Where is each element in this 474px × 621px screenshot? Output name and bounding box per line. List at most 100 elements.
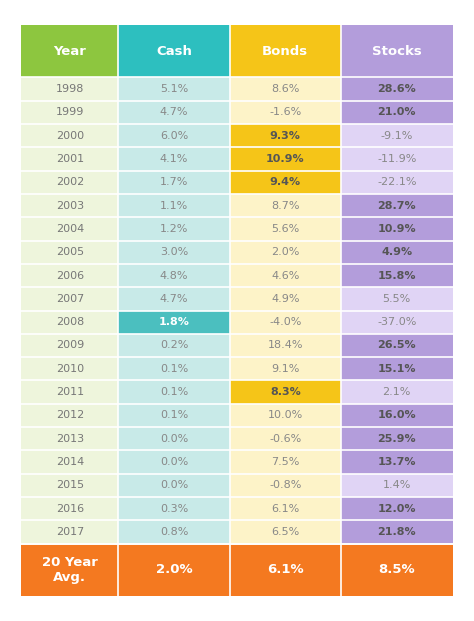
Bar [230,381,341,404]
Bar [230,520,341,543]
Text: 6.1%: 6.1% [267,563,304,576]
Text: 5.1%: 5.1% [160,84,188,94]
Bar [341,543,453,596]
Text: 0.1%: 0.1% [160,364,188,374]
Text: 0.0%: 0.0% [160,433,188,443]
Bar [21,78,118,101]
Text: 4.7%: 4.7% [160,294,188,304]
Text: 10.0%: 10.0% [268,410,303,420]
Bar [341,381,453,404]
Text: 0.0%: 0.0% [160,457,188,467]
Bar [118,147,230,171]
Bar [21,240,118,264]
Bar [230,78,341,101]
Bar [230,171,341,194]
Text: -4.0%: -4.0% [269,317,301,327]
Text: 10.9%: 10.9% [266,154,305,164]
Bar [230,310,341,334]
Bar [341,101,453,124]
Text: 8.5%: 8.5% [379,563,415,576]
Text: 2003: 2003 [56,201,84,211]
Bar [21,357,118,381]
Text: -9.1%: -9.1% [381,130,413,141]
Text: 21.8%: 21.8% [377,527,416,537]
Text: -0.6%: -0.6% [269,433,301,443]
Text: 2016: 2016 [56,504,84,514]
Bar [118,264,230,287]
Text: 2006: 2006 [56,271,84,281]
Bar [118,287,230,310]
Bar [118,497,230,520]
Bar [21,450,118,474]
Bar [230,357,341,381]
Bar [341,334,453,357]
Bar [21,217,118,240]
Text: 2.0%: 2.0% [156,563,192,576]
Bar [118,25,230,78]
Text: 28.6%: 28.6% [377,84,416,94]
Bar [118,310,230,334]
Text: 2007: 2007 [56,294,84,304]
Bar [230,147,341,171]
Text: 4.7%: 4.7% [160,107,188,117]
Text: 4.6%: 4.6% [271,271,300,281]
Bar [341,124,453,147]
Bar [230,287,341,310]
Bar [21,171,118,194]
Text: 2004: 2004 [56,224,84,234]
Bar [341,520,453,543]
Text: -37.0%: -37.0% [377,317,417,327]
Text: 2013: 2013 [56,433,84,443]
Text: 0.1%: 0.1% [160,387,188,397]
Text: 21.0%: 21.0% [378,107,416,117]
Bar [118,357,230,381]
Text: 15.1%: 15.1% [378,364,416,374]
Text: 0.3%: 0.3% [160,504,188,514]
Bar [230,474,341,497]
Bar [21,520,118,543]
Bar [341,427,453,450]
Text: 26.5%: 26.5% [377,340,416,350]
Bar [341,78,453,101]
Text: 16.0%: 16.0% [377,410,416,420]
Text: 2.1%: 2.1% [383,387,411,397]
Text: 2011: 2011 [56,387,84,397]
Bar [118,520,230,543]
Text: 15.8%: 15.8% [378,271,416,281]
Bar [230,264,341,287]
Bar [21,194,118,217]
Text: 2.0%: 2.0% [271,247,300,257]
Bar [118,450,230,474]
Bar [118,217,230,240]
Bar [118,543,230,596]
Bar [21,497,118,520]
Text: 6.5%: 6.5% [271,527,300,537]
Bar [230,194,341,217]
Text: 1998: 1998 [55,84,84,94]
Bar [230,427,341,450]
Bar [118,101,230,124]
Bar [341,404,453,427]
Bar [118,381,230,404]
Bar [341,287,453,310]
Text: 4.8%: 4.8% [160,271,188,281]
Text: 6.0%: 6.0% [160,130,188,141]
Text: 8.3%: 8.3% [270,387,301,397]
Bar [118,194,230,217]
Text: Stocks: Stocks [372,45,422,58]
Bar [341,497,453,520]
Bar [21,25,118,78]
Bar [21,427,118,450]
Text: 20 Year
Avg.: 20 Year Avg. [42,556,98,584]
Text: 2009: 2009 [56,340,84,350]
Bar [230,240,341,264]
Bar [230,497,341,520]
Bar [341,310,453,334]
Text: 5.5%: 5.5% [383,294,411,304]
Text: 6.1%: 6.1% [271,504,300,514]
Text: 3.0%: 3.0% [160,247,188,257]
Bar [230,25,341,78]
Text: 7.5%: 7.5% [271,457,300,467]
Bar [341,217,453,240]
Text: 1.2%: 1.2% [160,224,188,234]
